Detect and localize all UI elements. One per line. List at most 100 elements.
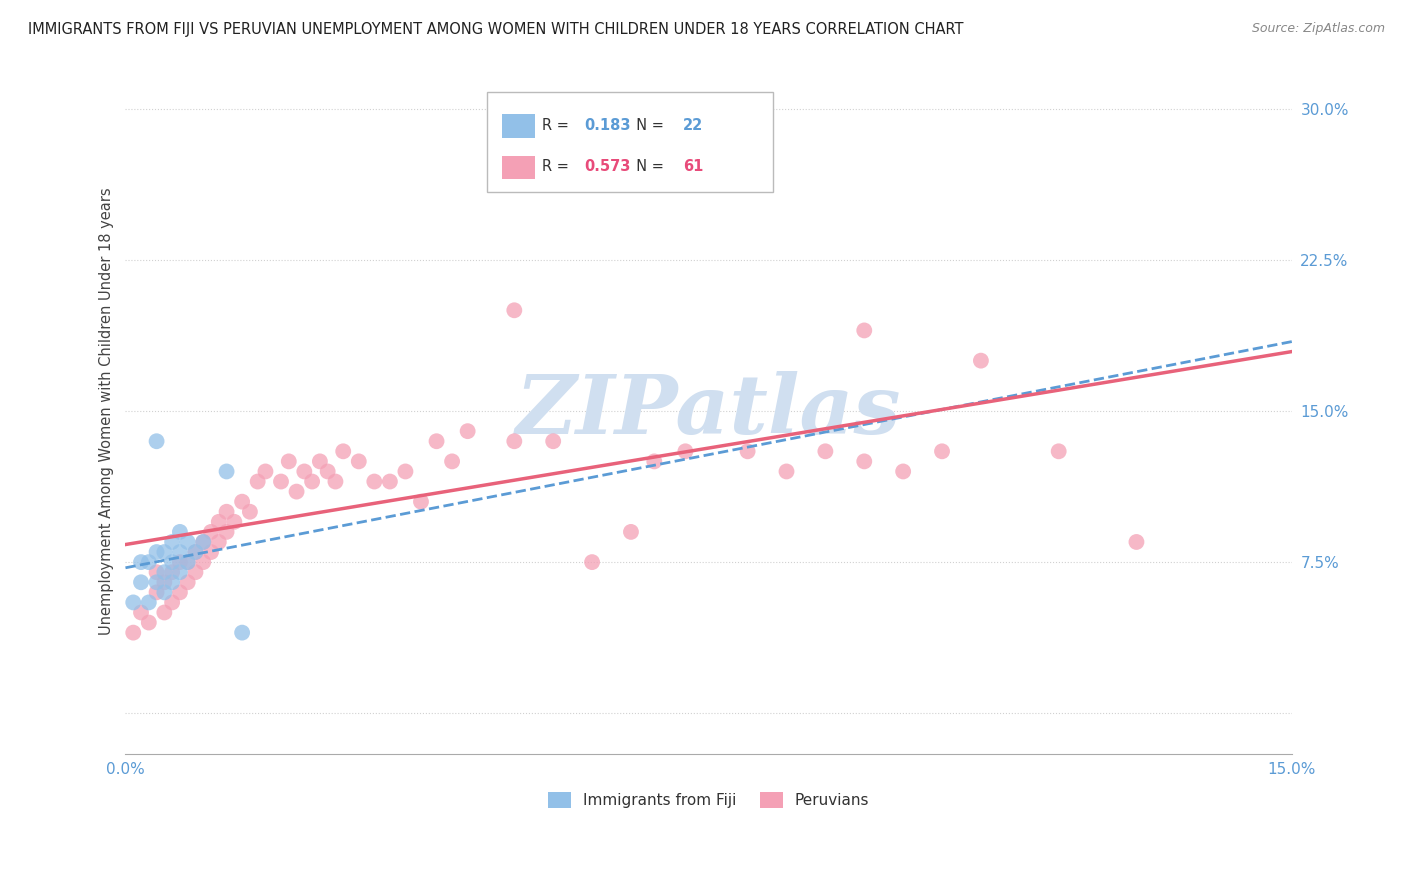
Text: 61: 61 <box>683 159 703 174</box>
Point <box>145 585 167 599</box>
Point <box>292 465 315 479</box>
Point <box>153 565 176 579</box>
Point <box>193 535 215 549</box>
Point <box>200 524 222 539</box>
Point <box>129 606 152 620</box>
Point <box>394 465 416 479</box>
Point <box>441 454 464 468</box>
Point <box>129 575 152 590</box>
Text: IMMIGRANTS FROM FIJI VS PERUVIAN UNEMPLOYMENT AMONG WOMEN WITH CHILDREN UNDER 18: IMMIGRANTS FROM FIJI VS PERUVIAN UNEMPLO… <box>28 22 963 37</box>
Point <box>325 475 347 489</box>
Point <box>1047 444 1070 458</box>
Point <box>129 555 152 569</box>
Point <box>215 465 238 479</box>
Point <box>853 454 876 468</box>
Point <box>425 434 447 449</box>
Point <box>231 625 253 640</box>
Point <box>208 535 231 549</box>
Point <box>737 444 759 458</box>
Point <box>541 434 564 449</box>
Text: ZIPatlas: ZIPatlas <box>516 371 901 451</box>
Text: R =: R = <box>541 118 574 133</box>
Legend: Immigrants from Fiji, Peruvians: Immigrants from Fiji, Peruvians <box>543 786 876 814</box>
Point <box>200 545 222 559</box>
Point <box>239 505 262 519</box>
Point <box>1125 535 1147 549</box>
Point <box>853 323 876 337</box>
Point <box>332 444 354 458</box>
Point <box>169 545 191 559</box>
Point <box>673 444 696 458</box>
Point <box>457 424 479 438</box>
Point <box>643 454 665 468</box>
Point <box>169 524 191 539</box>
Point <box>145 565 167 579</box>
Text: 0.573: 0.573 <box>583 159 630 174</box>
Point <box>138 615 160 630</box>
Point <box>224 515 246 529</box>
Point <box>153 545 176 559</box>
Point <box>169 585 191 599</box>
Point <box>122 595 145 609</box>
Y-axis label: Unemployment Among Women with Children Under 18 years: Unemployment Among Women with Children U… <box>100 187 114 635</box>
Point <box>153 606 176 620</box>
Point <box>138 595 160 609</box>
Point <box>301 475 323 489</box>
Point <box>363 475 385 489</box>
Point <box>891 465 914 479</box>
Point <box>246 475 269 489</box>
Point <box>775 465 797 479</box>
Point <box>160 555 183 569</box>
Point <box>145 545 167 559</box>
Text: Source: ZipAtlas.com: Source: ZipAtlas.com <box>1251 22 1385 36</box>
Text: N =: N = <box>627 118 669 133</box>
Point <box>160 575 183 590</box>
Point <box>231 494 253 508</box>
Point <box>169 565 191 579</box>
Point <box>184 545 207 559</box>
Point <box>208 515 231 529</box>
Point <box>970 353 993 368</box>
Point <box>409 494 432 508</box>
FancyBboxPatch shape <box>502 114 534 137</box>
Text: R =: R = <box>541 159 574 174</box>
Point <box>215 524 238 539</box>
Point <box>270 475 292 489</box>
Point <box>169 555 191 569</box>
Point <box>277 454 299 468</box>
Point <box>176 535 198 549</box>
Point <box>620 524 643 539</box>
Point <box>153 575 176 590</box>
Point <box>378 475 401 489</box>
Point <box>285 484 308 499</box>
Text: 0.183: 0.183 <box>583 118 630 133</box>
Point <box>193 555 215 569</box>
Point <box>193 535 215 549</box>
Point <box>138 555 160 569</box>
Point <box>160 595 183 609</box>
Point <box>558 162 581 177</box>
Point <box>176 555 198 569</box>
FancyBboxPatch shape <box>502 155 534 178</box>
Point <box>316 465 339 479</box>
Point <box>254 465 277 479</box>
Point <box>145 434 167 449</box>
Point <box>581 555 603 569</box>
Point <box>176 555 198 569</box>
Point <box>176 575 198 590</box>
Point <box>309 454 332 468</box>
Point <box>160 565 183 579</box>
Point <box>814 444 837 458</box>
FancyBboxPatch shape <box>486 93 773 192</box>
Point <box>184 565 207 579</box>
Text: N =: N = <box>627 159 669 174</box>
Point <box>931 444 953 458</box>
Point <box>503 434 526 449</box>
Point <box>153 585 176 599</box>
Point <box>145 575 167 590</box>
Point <box>347 454 370 468</box>
Point <box>503 303 526 318</box>
Point <box>122 625 145 640</box>
Point <box>184 545 207 559</box>
Point <box>160 535 183 549</box>
